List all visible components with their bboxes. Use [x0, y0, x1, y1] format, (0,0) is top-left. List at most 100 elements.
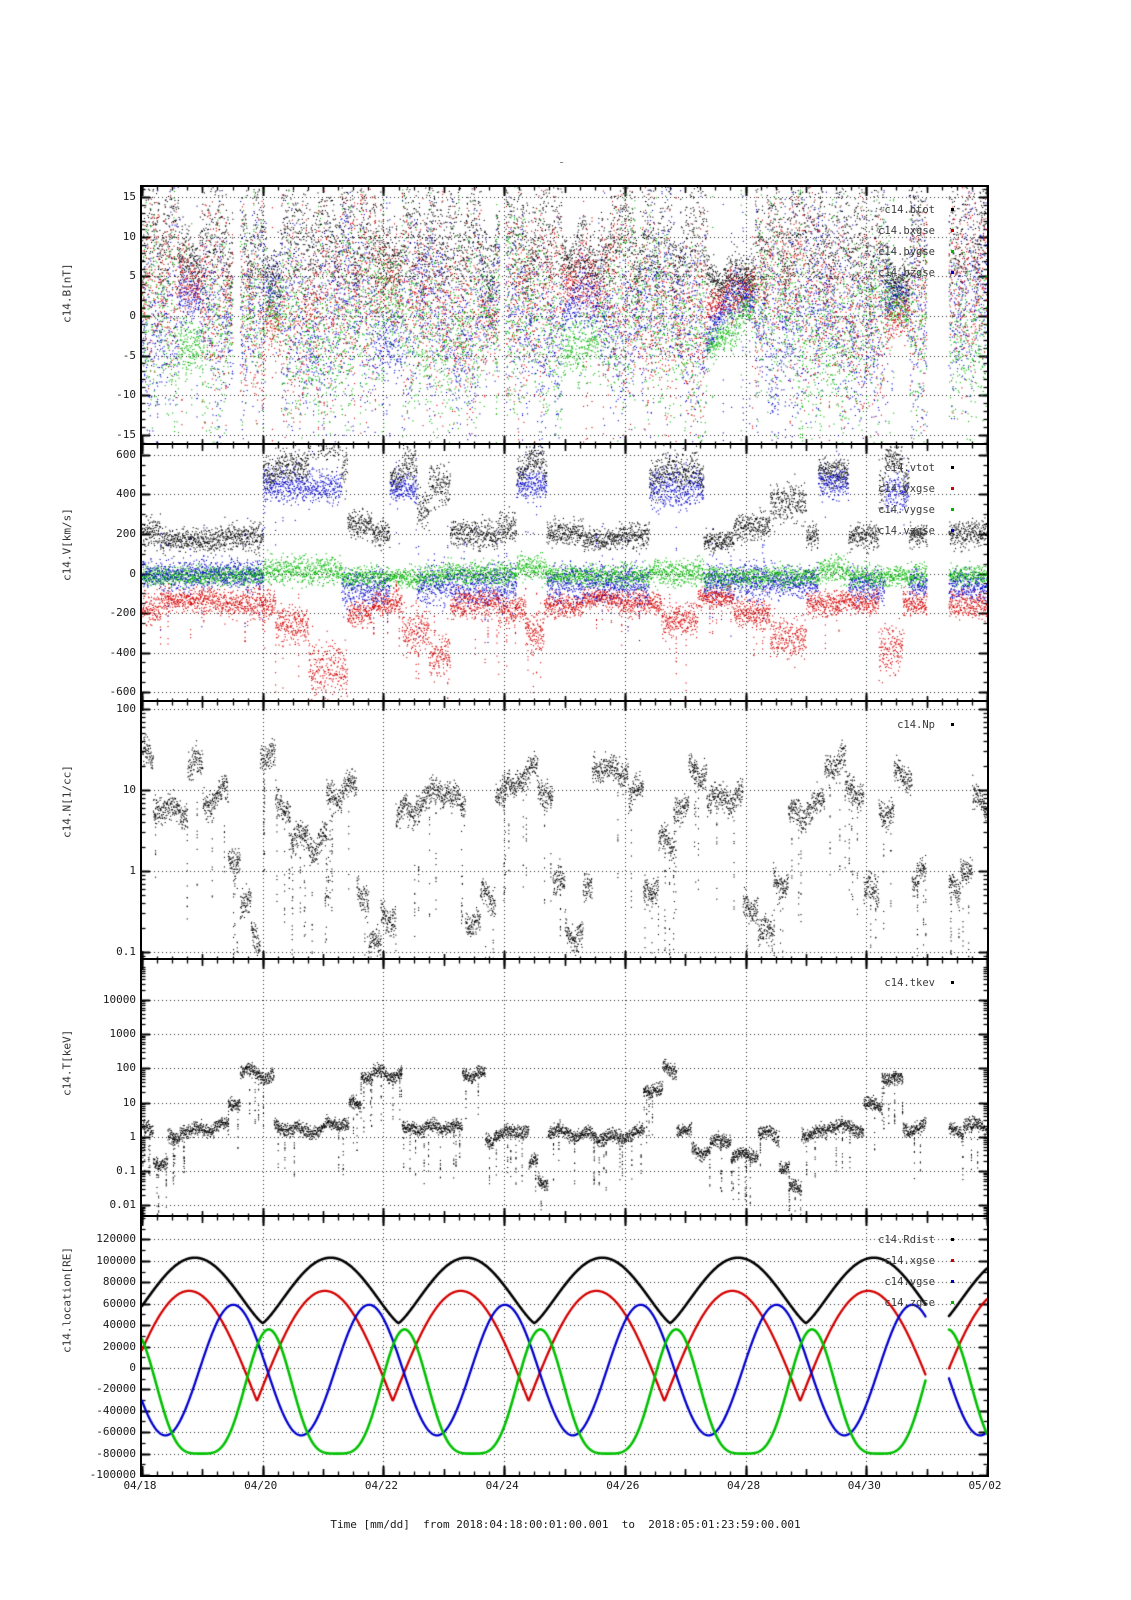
page-title: -	[558, 155, 566, 169]
legend-marker-dot	[935, 219, 969, 240]
legend-marker-dot	[935, 261, 969, 282]
legend-label: c14.bxgse	[878, 225, 935, 237]
legend-label: c14.vygse	[878, 504, 935, 516]
y-tick-label: 100	[116, 702, 136, 715]
y-tick-label: 0.01	[109, 1198, 137, 1211]
legend-entry: c14.ygse	[878, 1269, 969, 1290]
y-tick-label: 5	[129, 269, 136, 282]
x-tick-label: 04/24	[485, 1479, 519, 1492]
legend-label: c14.Np	[897, 719, 935, 731]
legend-label: c14.zgse	[884, 1297, 935, 1309]
velocity-plot-canvas	[140, 443, 989, 704]
y-tick-label: 400	[116, 487, 136, 500]
x-tick-label: 05/02	[968, 1479, 1002, 1492]
y-tick-label: -20000	[96, 1382, 136, 1395]
legend-label: c14.xgse	[884, 1255, 935, 1267]
legend: c14.Rdist c14.xgse c14.ygse c14.zgse	[878, 1227, 969, 1311]
y-tick-label: 0	[129, 309, 136, 322]
y-tick-label: 0.1	[116, 945, 136, 958]
location-plot-canvas	[140, 1215, 989, 1477]
y-tick-label: 120000	[96, 1232, 136, 1245]
y-tick-label: -10	[116, 388, 136, 401]
legend-marker-dot	[935, 456, 969, 477]
legend-label: c14.tkev	[884, 977, 935, 989]
x-tick-label: 04/18	[123, 1479, 157, 1492]
y-tick-label: -400	[109, 646, 137, 659]
legend: c14.vtot c14.vxgse c14.vygse c14.vzgse	[878, 455, 969, 539]
panel-temperature: c14.T[keV] c14.tkev 10000 1000 100 10 1 0.1 0.…	[61, 958, 989, 1219]
legend-entry: c14.zgse	[878, 1290, 969, 1311]
legend-marker-dot	[935, 198, 969, 219]
y-tick-label: 80000	[102, 1275, 136, 1288]
legend-entry: c14.Np	[897, 712, 969, 733]
y-tick-label: 10	[122, 1096, 136, 1109]
legend-label: c14.vzgse	[878, 525, 935, 537]
panel-magnetic-field: c14.B[nT] c14.btot c14.bxgse c14.bygse c14.…	[61, 185, 989, 447]
y-tick-label: 10	[122, 783, 136, 796]
legend-entry: c14.bxgse	[878, 218, 969, 239]
legend-entry: c14.vygse	[878, 497, 969, 518]
y-tick-label: 60000	[102, 1297, 136, 1310]
x-tick-label: 04/20	[244, 1479, 278, 1492]
x-tick-labels: 04/18 04/20 04/22 04/24 04/26 04/28 04/30 05/02	[0, 1479, 1131, 1493]
y-tick-label: 10	[122, 230, 136, 243]
y-tick-label: 100000	[96, 1254, 136, 1267]
panel-location: c14.location[RE] c14.Rdist c14.xgse c14.yg…	[61, 1215, 989, 1481]
y-tick-label: -5	[122, 349, 136, 362]
y-tick-label: 15	[122, 190, 136, 203]
legend: c14.Np	[897, 712, 969, 733]
legend-label: c14.ygse	[884, 1276, 935, 1288]
density-plot-canvas	[140, 700, 989, 962]
panel-density: c14.N[1/cc] c14.Np 100 10 1 0.1	[61, 700, 989, 962]
legend-label: c14.vxgse	[878, 483, 935, 495]
y-tick-label: 1	[129, 864, 136, 877]
legend-label: c14.bygse	[878, 246, 935, 258]
y-tick-label: -15	[116, 428, 136, 441]
legend-label: c14.vtot	[884, 462, 935, 474]
y-axis-label: c14.N[1/cc]	[60, 765, 74, 838]
y-tick-label: 600	[116, 448, 136, 461]
legend-label: c14.btot	[884, 204, 935, 216]
legend-marker-dot	[935, 1270, 969, 1291]
y-tick-label: 200	[116, 527, 136, 540]
magnetic-field-plot-canvas	[140, 185, 989, 447]
legend-entry: c14.tkev	[884, 970, 969, 991]
legend-label: c14.Rdist	[878, 1234, 935, 1246]
legend-marker-dot	[935, 519, 969, 540]
legend-marker-dot	[935, 971, 969, 992]
legend-marker-dot	[935, 1228, 969, 1249]
legend-entry: c14.vtot	[878, 455, 969, 476]
legend-marker-dot	[935, 1249, 969, 1270]
y-tick-label: 1	[129, 1130, 136, 1143]
y-tick-label: 0	[129, 1361, 136, 1374]
y-tick-label: -100000	[89, 1468, 136, 1481]
y-tick-label: 0.1	[116, 1164, 136, 1177]
panel-velocity: c14.V[km/s] c14.vtot c14.vxgse c14.vygse c1…	[61, 443, 989, 704]
y-tick-label: -80000	[96, 1447, 136, 1460]
legend-entry: c14.vxgse	[878, 476, 969, 497]
legend-marker-dot	[935, 498, 969, 519]
temperature-plot-canvas	[140, 958, 989, 1219]
y-tick-label: 100	[116, 1061, 136, 1074]
legend-entry: c14.Rdist	[878, 1227, 969, 1248]
y-tick-label: -60000	[96, 1425, 136, 1438]
legend-label: c14.bzgse	[878, 267, 935, 279]
y-axis-label: c14.T[keV]	[60, 1029, 74, 1096]
legend-entry: c14.xgse	[878, 1248, 969, 1269]
x-tick-label: 04/28	[727, 1479, 761, 1492]
y-tick-label: 1000	[109, 1027, 137, 1040]
x-axis-title: Time [mm/dd] from 2018:04:18:00:01:00.00…	[330, 1518, 801, 1531]
legend-entry: c14.bygse	[878, 239, 969, 260]
y-tick-label: 10000	[102, 993, 136, 1006]
y-tick-label: 0	[129, 567, 136, 580]
legend-marker-dot	[935, 1291, 969, 1312]
legend: c14.btot c14.bxgse c14.bygse c14.bzgse	[878, 197, 969, 281]
legend: c14.tkev	[884, 970, 969, 991]
legend-entry: c14.vzgse	[878, 518, 969, 539]
y-tick-label: -600	[109, 685, 137, 698]
legend-marker-dot	[935, 477, 969, 498]
y-tick-label: -40000	[96, 1404, 136, 1417]
legend-entry: c14.bzgse	[878, 260, 969, 281]
x-tick-label: 04/22	[364, 1479, 398, 1492]
